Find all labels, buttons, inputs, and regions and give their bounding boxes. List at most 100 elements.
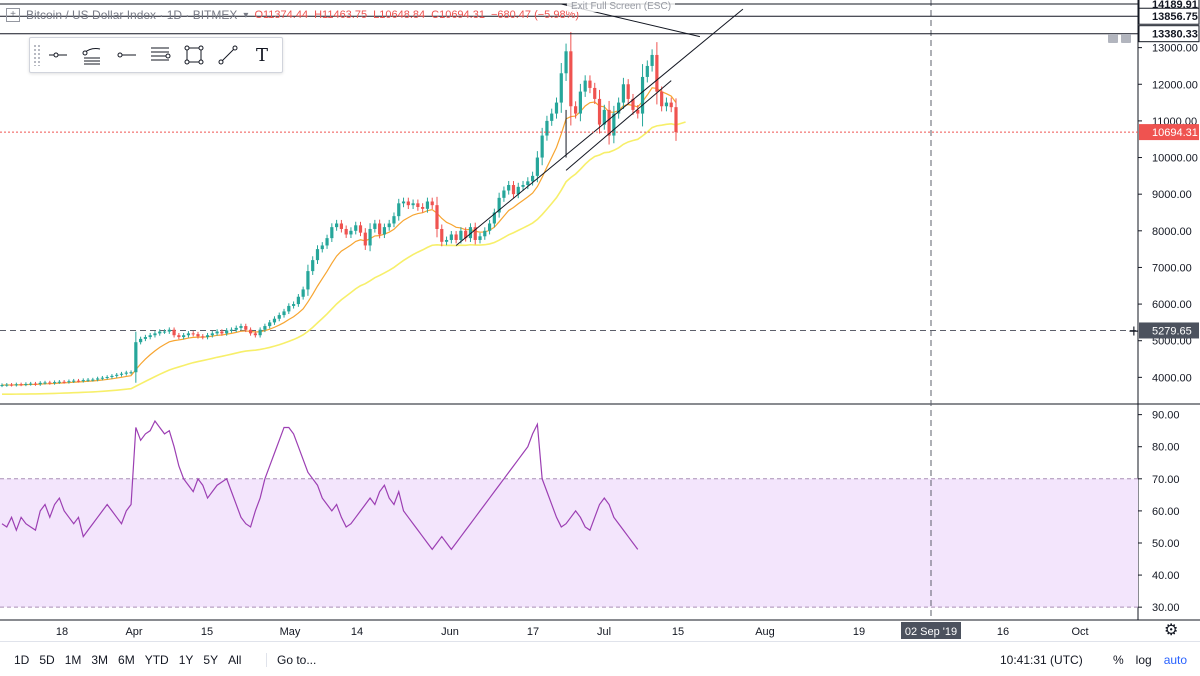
candle-body <box>14 384 18 386</box>
range-1d[interactable]: 1D <box>14 653 30 667</box>
time-tick-label: 15 <box>672 626 684 638</box>
candle-body <box>43 382 47 384</box>
trend-line-tool[interactable] <box>211 38 245 72</box>
candle-body <box>201 336 205 338</box>
close-label: C <box>431 9 440 21</box>
candle-body <box>478 236 482 240</box>
price-tick-label: 6000.00 <box>1152 299 1192 311</box>
rsi-tick-label: 70.00 <box>1152 474 1180 486</box>
candle-body <box>33 383 38 385</box>
goto-button[interactable]: Go to... <box>266 653 316 667</box>
plus-square-icon[interactable]: + <box>6 8 20 22</box>
ema-slow-line <box>1 121 686 396</box>
candle-body <box>287 305 291 312</box>
candle-body <box>444 239 449 242</box>
candle-body <box>272 318 277 323</box>
log-toggle[interactable]: log <box>1135 653 1152 667</box>
range-ytd[interactable]: YTD <box>144 653 169 667</box>
candle-body <box>119 373 124 375</box>
rsi-tick-label: 80.00 <box>1152 442 1180 454</box>
horizontal-line-tool[interactable] <box>109 38 143 72</box>
range-all[interactable]: All <box>228 653 242 667</box>
time-tick-label: May <box>280 626 301 638</box>
candle-body <box>502 190 506 198</box>
time-tick-label: 16 <box>997 626 1009 638</box>
candle-body <box>564 51 568 74</box>
candle-body <box>253 333 257 336</box>
candle-body <box>473 227 477 240</box>
price-label-box <box>1139 322 1199 339</box>
chart-legend: + Bitcoin / US Dollar Index · 1D · BITME… <box>6 8 579 22</box>
percent-toggle[interactable]: % <box>1113 653 1124 667</box>
candle-body <box>5 384 9 386</box>
time-tick-label: 17 <box>527 626 539 638</box>
range-6m[interactable]: 6M <box>118 653 135 667</box>
gear-icon[interactable]: ⚙ <box>1164 622 1179 639</box>
candle-body <box>225 330 229 334</box>
candle-body <box>416 203 420 207</box>
candle-body <box>492 212 496 224</box>
scale-options: % log auto <box>1113 653 1187 667</box>
low-value: 10648.84 <box>379 9 426 21</box>
candle-body <box>96 378 100 380</box>
range-3m[interactable]: 3M <box>91 653 109 667</box>
time-tick-label: Apr <box>125 626 142 638</box>
rsi-tick-label: 30.00 <box>1152 602 1180 614</box>
price-tick-label: 8000.00 <box>1152 226 1192 238</box>
range-5d[interactable]: 5D <box>39 653 55 667</box>
candle-body <box>129 372 133 374</box>
candle-body <box>0 385 4 387</box>
price-label-text: 5279.65 <box>1152 325 1192 337</box>
chart-area[interactable]: 4000.00 5000.00 6000.00 7000.00 8000.00 9000.… <box>0 0 1200 641</box>
candle-body <box>378 223 382 235</box>
candle-body <box>205 335 210 338</box>
support-trend-line-inner <box>565 80 672 171</box>
candle-body <box>425 201 430 209</box>
pitchfork-tool[interactable] <box>143 38 177 72</box>
horizontal-ray-tool[interactable] <box>41 38 75 72</box>
ema-fast-line <box>1 87 677 386</box>
candle-body <box>392 216 396 224</box>
symbol-title[interactable]: Bitcoin / US Dollar Index · 1D · BITMEX <box>26 8 238 22</box>
candle-body <box>282 311 286 316</box>
candle-body <box>602 109 606 125</box>
rectangle-tool[interactable] <box>177 38 211 72</box>
candle-body <box>311 260 315 272</box>
candle-body <box>315 249 320 261</box>
candle-body <box>669 102 673 108</box>
text-tool[interactable]: T <box>245 38 279 72</box>
auto-toggle[interactable]: auto <box>1163 653 1188 667</box>
price-tick-label: 9000.00 <box>1152 189 1192 201</box>
utc-clock[interactable]: 10:41:31 (UTC) <box>1000 653 1083 667</box>
trend-line-icon <box>218 45 238 65</box>
candle-body <box>158 331 162 334</box>
price-tick-label: 5000.00 <box>1152 336 1192 348</box>
high-value: 11463.75 <box>322 9 368 21</box>
candle-body <box>115 374 119 376</box>
candle-body <box>124 372 128 374</box>
parallel-channel-tool[interactable] <box>75 38 109 72</box>
candle-body <box>569 51 573 107</box>
drag-handle[interactable] <box>33 44 41 66</box>
range-5y[interactable]: 5Y <box>203 653 219 667</box>
range-1m[interactable]: 1M <box>64 653 82 667</box>
crosshair-date-label: 02 Sep '19 <box>905 626 957 638</box>
candle-body <box>105 376 109 378</box>
chevron-down-icon[interactable]: ▾ <box>243 9 249 21</box>
candle-body <box>526 181 530 186</box>
time-tick-label: 18 <box>56 626 68 638</box>
exit-fullscreen-hint[interactable]: Exit Full Screen (ESC) <box>567 1 676 12</box>
candle-body <box>177 335 181 338</box>
range-1y[interactable]: 1Y <box>178 653 194 667</box>
crosshair-plus-icon: + <box>1128 323 1140 339</box>
time-tick-label: 14 <box>351 626 363 638</box>
candle-body <box>148 335 152 338</box>
rsi-tick-label: 90.00 <box>1152 410 1180 422</box>
candles-group <box>0 32 678 388</box>
candle-body <box>373 223 377 229</box>
candle-body <box>339 223 343 229</box>
candle-body <box>516 186 520 195</box>
candle-body <box>540 135 544 158</box>
candle-body <box>574 106 578 114</box>
candle-body <box>588 80 592 88</box>
